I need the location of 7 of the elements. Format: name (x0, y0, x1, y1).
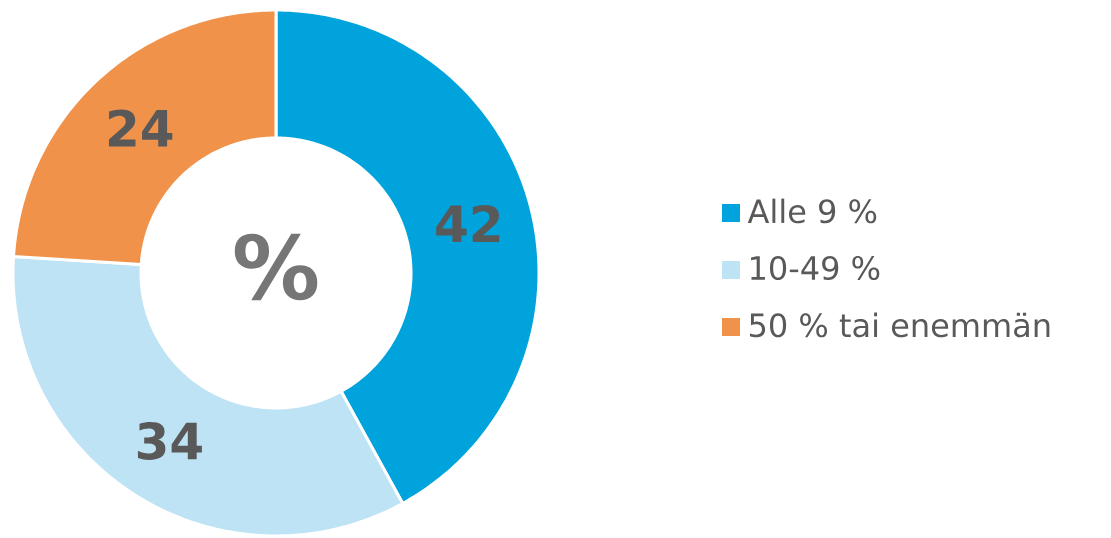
data-label: 42 (436, 204, 500, 243)
legend-label: Alle 9 % (747, 198, 877, 224)
legend-label: 50 % tai enemmän (750, 312, 1050, 338)
text: % (234, 233, 318, 301)
data-label: 34 (137, 422, 202, 460)
legend-label: 10-49 % (751, 255, 880, 281)
data-label: 24 (108, 109, 173, 147)
